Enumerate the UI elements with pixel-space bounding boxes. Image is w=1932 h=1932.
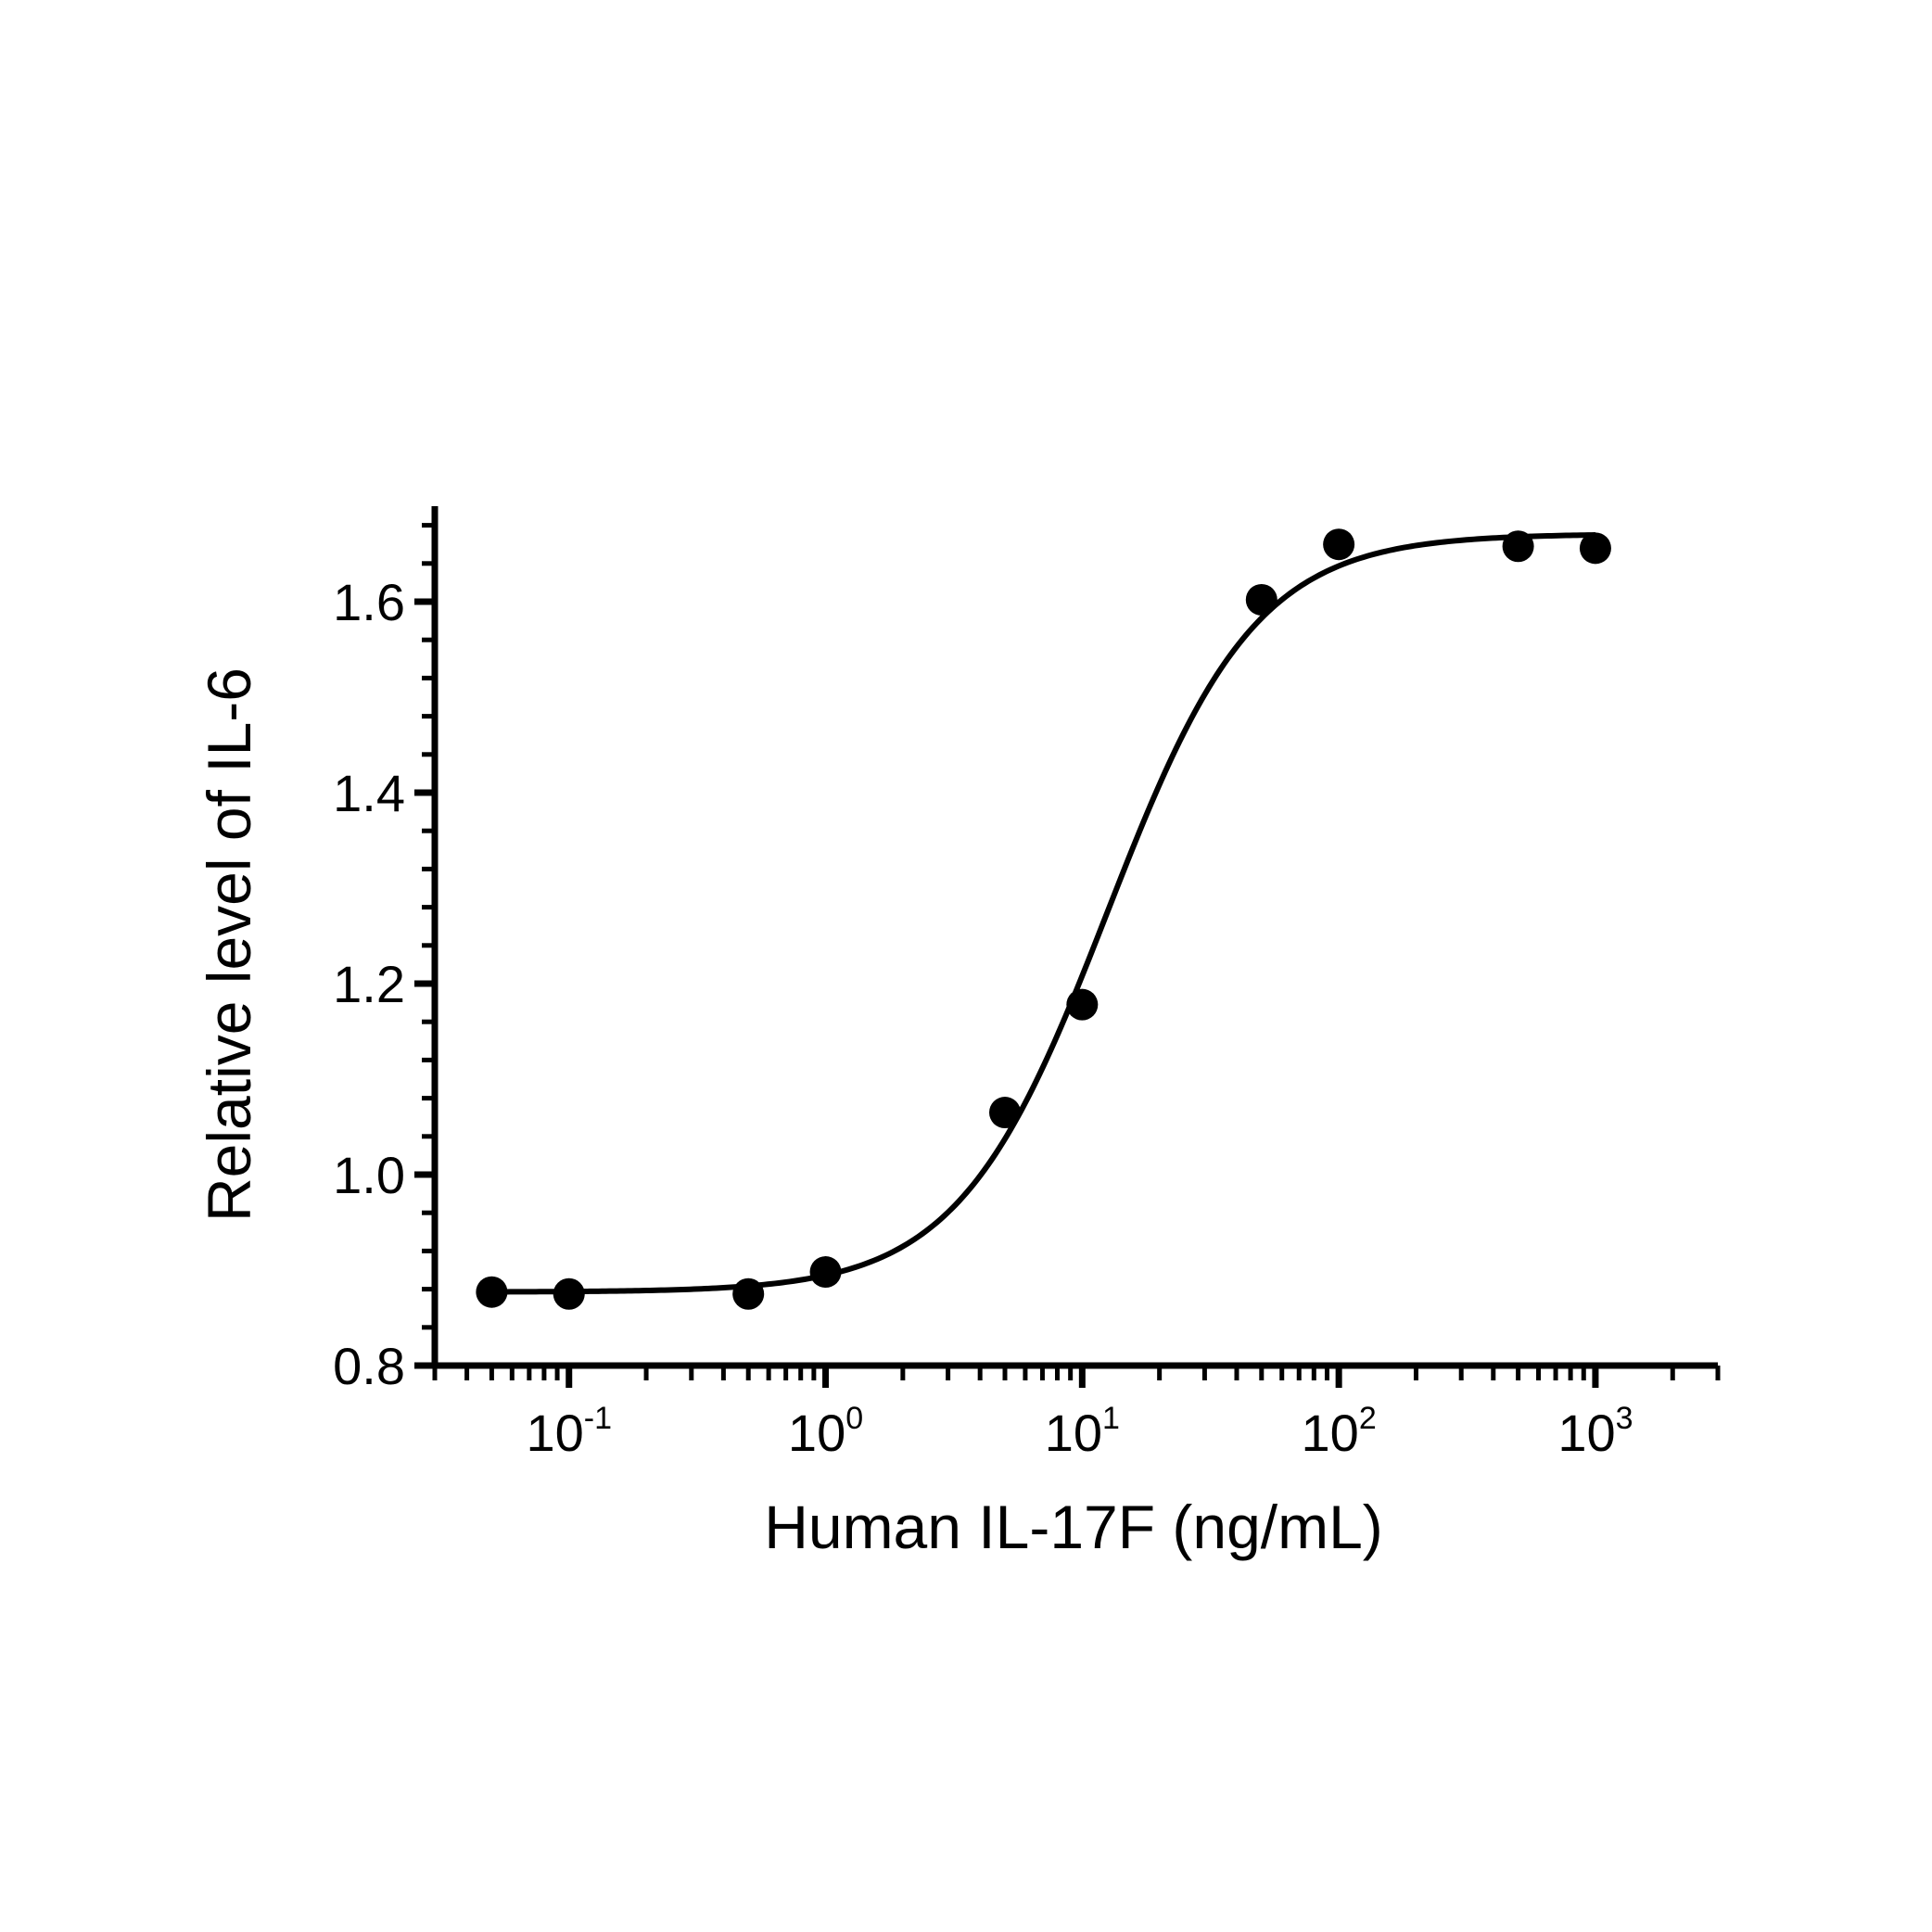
x-tick-label-exponent: 3	[1616, 1401, 1633, 1436]
y-tick-label: 0.8	[333, 1337, 405, 1395]
y-tick-label: 1.4	[333, 764, 405, 822]
data-point	[1579, 532, 1611, 565]
data-points	[476, 528, 1611, 1310]
y-tick-label: 1.2	[333, 955, 405, 1013]
x-tick-label-base: 10	[1302, 1404, 1359, 1462]
x-axis-title: Human IL-17F (ng/mL)	[764, 1493, 1383, 1561]
x-tick-label: 101	[1045, 1401, 1120, 1462]
data-point	[1066, 988, 1099, 1021]
x-tick-label: 103	[1557, 1401, 1633, 1462]
y-tick-label: 1.6	[333, 573, 405, 631]
x-tick-label-exponent: -1	[584, 1401, 612, 1436]
x-tick-label-exponent: 2	[1359, 1401, 1377, 1436]
x-tick-label: 102	[1302, 1401, 1377, 1462]
x-tick-label-base: 10	[1557, 1404, 1615, 1462]
data-point	[1245, 583, 1277, 616]
fit-curve	[491, 532, 1595, 1295]
x-axis-tick-labels: 10-1 100 101 102 103	[526, 1401, 1633, 1462]
x-tick-label-base: 10	[526, 1404, 583, 1462]
x-axis-ticks	[432, 1366, 1721, 1388]
x-tick-label: 100	[788, 1401, 863, 1462]
x-tick-label-base: 10	[1045, 1404, 1102, 1462]
data-point	[553, 1277, 585, 1310]
y-axis-major-ticks	[414, 598, 435, 1369]
x-tick-label-base: 10	[788, 1404, 845, 1462]
y-tick-label: 1.0	[333, 1146, 405, 1204]
data-point	[1323, 528, 1355, 561]
data-point	[732, 1277, 765, 1310]
data-point	[1502, 530, 1534, 563]
x-tick-label-exponent: 1	[1102, 1401, 1120, 1436]
data-point	[476, 1276, 508, 1308]
x-tick-label-exponent: 0	[845, 1401, 863, 1436]
x-tick-label: 10-1	[526, 1401, 612, 1462]
data-point	[989, 1097, 1022, 1129]
y-axis-title: Relative level of IL-6	[195, 667, 263, 1222]
data-point	[809, 1256, 842, 1289]
y-axis-tick-labels: 0.8 1.0 1.2 1.4 1.6	[333, 573, 405, 1395]
